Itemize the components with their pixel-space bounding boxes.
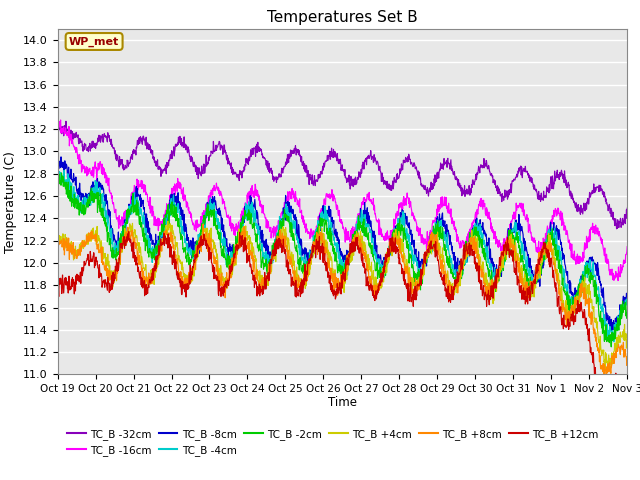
Text: WP_met: WP_met	[69, 36, 119, 47]
Legend: TC_B -32cm, TC_B -16cm, TC_B -8cm, TC_B -4cm, TC_B -2cm, TC_B +4cm, TC_B +8cm, T: TC_B -32cm, TC_B -16cm, TC_B -8cm, TC_B …	[63, 424, 602, 460]
X-axis label: Time: Time	[328, 396, 357, 408]
Title: Temperatures Set B: Temperatures Set B	[267, 10, 418, 25]
Y-axis label: Temperature (C): Temperature (C)	[4, 151, 17, 252]
